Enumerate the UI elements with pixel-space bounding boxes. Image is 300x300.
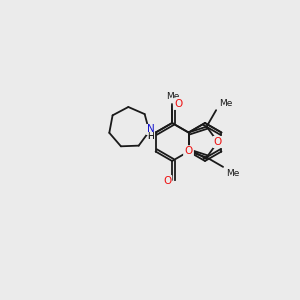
- Text: H: H: [147, 132, 154, 141]
- Text: O: O: [214, 137, 222, 147]
- Text: Me: Me: [219, 99, 232, 108]
- Text: Me: Me: [167, 92, 180, 101]
- Text: O: O: [163, 176, 171, 186]
- Text: H: H: [147, 132, 154, 141]
- Text: Me: Me: [226, 169, 239, 178]
- Text: O: O: [174, 99, 182, 109]
- Text: N: N: [147, 124, 154, 134]
- Text: O: O: [184, 146, 193, 157]
- Text: O: O: [184, 146, 193, 157]
- Text: O: O: [214, 137, 222, 147]
- Text: N: N: [147, 124, 154, 134]
